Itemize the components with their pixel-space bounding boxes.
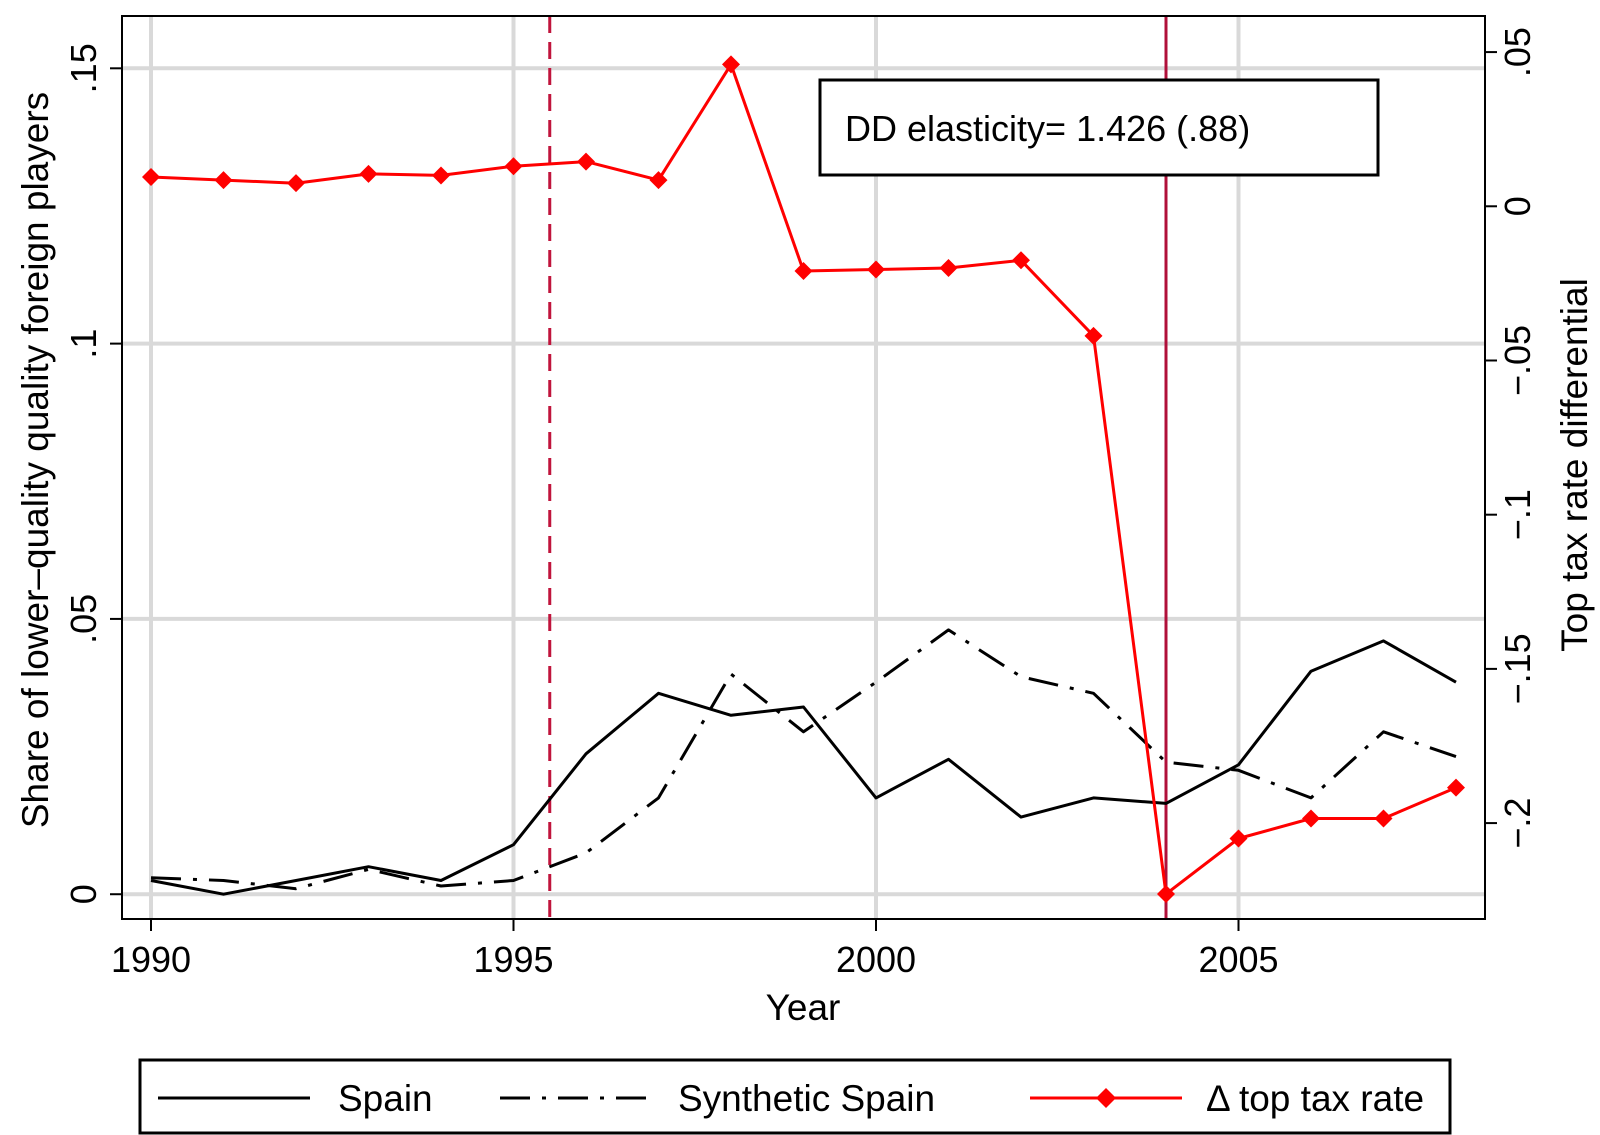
data-point-top-tax-rate bbox=[287, 174, 305, 193]
right-y-tick-label: .05 bbox=[1497, 27, 1538, 77]
annotation-frame bbox=[818, 78, 1380, 177]
data-point-top-tax-rate bbox=[794, 262, 813, 281]
left-y-tick-label: .05 bbox=[63, 594, 104, 644]
data-point-top-tax-rate bbox=[1302, 809, 1320, 828]
data-point-top-tax-rate bbox=[1084, 326, 1103, 345]
data-point-top-tax-rate bbox=[867, 260, 885, 279]
data-point-top-tax-rate bbox=[939, 258, 958, 277]
x-tick-label: 1995 bbox=[473, 939, 553, 980]
data-point-top-tax-rate bbox=[722, 55, 740, 74]
data-point-top-tax-rate bbox=[1157, 885, 1175, 904]
right-y-tick-label: −.15 bbox=[1497, 633, 1538, 704]
right-y-tick-label: 0 bbox=[1497, 196, 1538, 216]
data-point-top-tax-rate bbox=[1012, 251, 1030, 270]
right-y-tick-label: −.05 bbox=[1497, 325, 1538, 396]
series-line-synthetic-spain bbox=[150, 628, 1457, 891]
data-point-top-tax-rate bbox=[142, 167, 160, 186]
left-y-tick-label: .15 bbox=[63, 43, 104, 93]
annotation-box: DD elasticity= 1.426 (.88) bbox=[818, 78, 1380, 177]
legend-marker-tax-rate bbox=[1096, 1088, 1116, 1108]
axes: 1990 1995 2000 2005 0 .05 .1 .15 .05 0 −.05 −.1 −.15… bbox=[63, 27, 1538, 980]
data-point-top-tax-rate bbox=[1374, 809, 1393, 828]
data-point-top-tax-rate bbox=[214, 171, 233, 190]
data-point-top-tax-rate bbox=[1447, 778, 1465, 797]
legend-label-spain: Spain bbox=[338, 1078, 433, 1119]
plot-frame bbox=[121, 15, 1486, 920]
right-y-tick-label: −.2 bbox=[1497, 798, 1538, 849]
x-tick-label: 2005 bbox=[1198, 939, 1278, 980]
annotation-text: DD elasticity= 1.426 (.88) bbox=[845, 108, 1250, 149]
x-tick-label: 1990 bbox=[111, 939, 191, 980]
x-axis-title: Year bbox=[766, 987, 841, 1028]
left-axis-title: Share of lower–quality quality foreign p… bbox=[15, 92, 56, 828]
right-y-tick-label: −.1 bbox=[1497, 489, 1538, 540]
left-y-tick-label: .1 bbox=[63, 329, 104, 359]
right-axis-title: Top tax rate differential bbox=[1554, 278, 1595, 652]
x-tick-label: 2000 bbox=[836, 939, 916, 980]
series-line-top-tax-rate bbox=[150, 62, 1457, 896]
legend: Spain Synthetic Spain Δ top tax rate bbox=[138, 1058, 1452, 1135]
data-point-top-tax-rate bbox=[577, 152, 595, 171]
data-series bbox=[142, 55, 1465, 904]
data-point-top-tax-rate bbox=[649, 171, 668, 190]
series-line-spain bbox=[150, 639, 1457, 896]
legend-label-tax-rate: Δ top tax rate bbox=[1206, 1078, 1424, 1119]
legend-label-synthetic-spain: Synthetic Spain bbox=[678, 1078, 935, 1119]
data-point-top-tax-rate bbox=[504, 157, 523, 176]
data-point-top-tax-rate bbox=[1229, 829, 1248, 848]
data-point-top-tax-rate bbox=[359, 164, 378, 183]
legend-frame bbox=[138, 1058, 1452, 1135]
data-point-top-tax-rate bbox=[432, 166, 450, 185]
left-y-tick-label: 0 bbox=[63, 884, 104, 904]
